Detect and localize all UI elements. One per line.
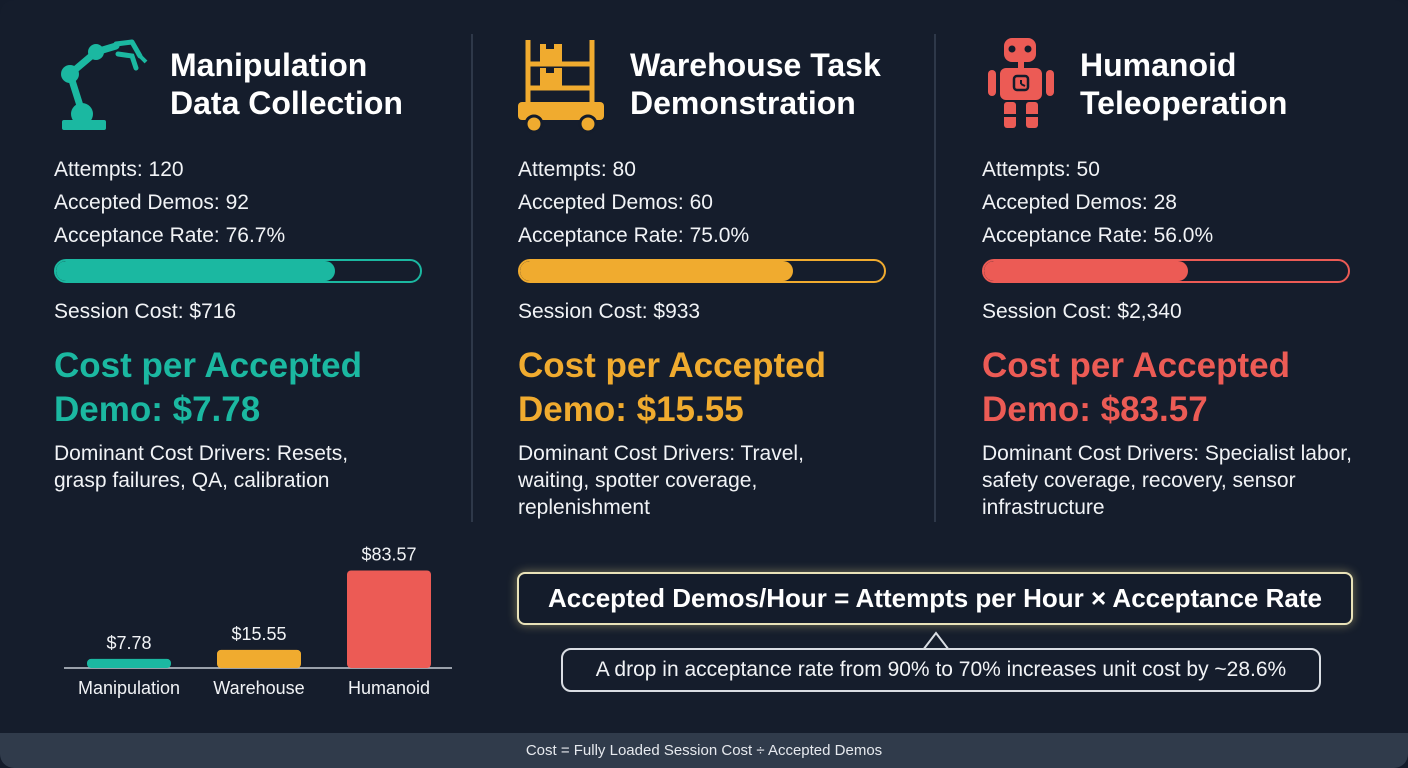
card-title: Warehouse Task Demonstration [630,46,920,122]
cost-drivers-text: Dominant Cost Drivers: Travel, waiting, … [518,442,804,519]
card-title: Humanoid Teleoperation [1080,46,1370,122]
acceptance-rate-stat: Acceptance Rate: 56.0% [982,224,1214,247]
bar-value-label: $7.78 [106,633,151,653]
session-cost-stat: Session Cost: $2,340 [982,300,1182,323]
bar-warehouse [217,649,301,668]
category-label: Humanoid [348,678,430,698]
attempts-stat: Attempts: 80 [518,158,636,181]
acceptance-progress-fill [56,261,336,281]
column-divider [934,34,936,522]
card-header: Manipulation Data Collection [52,30,452,140]
acceptance-progress-fill [984,261,1188,281]
acceptance-progress-fill [520,261,793,281]
robot-arm-icon [61,39,148,130]
acceptance-progress-bar [518,259,886,283]
chart-svg: $7.78 Manipulation $15.55 Warehouse $83.57 Hu… [64,545,452,698]
title-line-2: Teleoperation [1080,85,1288,121]
bar-humanoid [347,570,431,668]
title-line-1: Warehouse Task [630,47,881,83]
cpa-line-1: Cost per Accepted [54,346,362,385]
title-line-2: Demonstration [630,85,856,121]
card-warehouse: Warehouse Task Demonstration Attempts: 8… [516,30,916,530]
bar-manipulation [87,658,171,668]
title-line-1: Manipulation [170,47,368,83]
cost-per-accepted-demo: Cost per Accepted Demo: $15.55 [518,344,918,432]
warehouse-cart-icon [518,40,604,134]
card-humanoid: Humanoid Teleoperation Attempts: 50 Acce… [980,30,1380,530]
accepted-demos-stat: Accepted Demos: 92 [54,191,249,214]
column-divider [471,34,473,522]
attempts-stat: Attempts: 120 [54,158,184,181]
title-line-2: Data Collection [170,85,403,121]
cost-comparison-chart: $7.78 Manipulation $15.55 Warehouse $83.57 Hu… [60,530,460,710]
bar-value-label: $83.57 [361,545,416,565]
acceptance-rate-stat: Acceptance Rate: 76.7% [54,224,286,247]
acceptance-progress-bar [54,259,422,283]
session-cost-stat: Session Cost: $716 [54,300,237,323]
attempts-stat: Attempts: 50 [982,158,1100,181]
card-header: Humanoid Teleoperation [980,30,1380,140]
card-header: Warehouse Task Demonstration [516,30,916,140]
cpa-line-2: Demo: $83.57 [982,390,1208,429]
cpa-line-2: Demo: $7.78 [54,390,261,429]
acceptance-progress-bar [982,259,1350,283]
formula-box: Accepted Demos/Hour = Attempts per Hour … [517,572,1353,625]
bar-value-label: $15.55 [231,624,286,644]
cpa-line-1: Cost per Accepted [982,346,1290,385]
humanoid-robot-icon [988,38,1054,128]
cost-drivers-text: Dominant Cost Drivers: Resets, grasp fai… [54,442,349,492]
card-title: Manipulation Data Collection [170,46,460,122]
session-cost-stat: Session Cost: $933 [518,300,701,323]
cost-drivers-text: Dominant Cost Drivers: Specialist labor,… [982,442,1352,519]
acceptance-rate-stat: Acceptance Rate: 75.0% [518,224,750,247]
callout-box: A drop in acceptance rate from 90% to 70… [561,648,1321,692]
accepted-demos-stat: Accepted Demos: 28 [982,191,1177,214]
cost-per-accepted-demo: Cost per Accepted Demo: $83.57 [982,344,1382,432]
footer-formula: Cost = Fully Loaded Session Cost ÷ Accep… [0,733,1408,768]
cpa-line-2: Demo: $15.55 [518,390,744,429]
title-line-1: Humanoid [1080,47,1237,83]
accepted-demos-stat: Accepted Demos: 60 [518,191,713,214]
cpa-line-1: Cost per Accepted [518,346,826,385]
cost-per-accepted-demo: Cost per Accepted Demo: $7.78 [54,344,454,432]
category-label: Manipulation [78,678,180,698]
card-manipulation: Manipulation Data Collection Attempts: 1… [52,30,452,530]
category-label: Warehouse [213,678,304,698]
